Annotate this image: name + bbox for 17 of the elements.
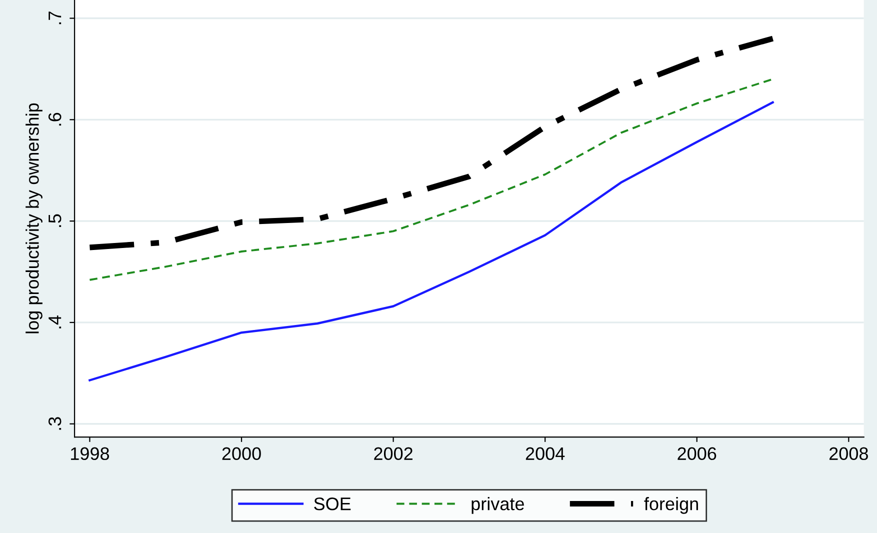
y-tick-label: .3: [48, 417, 62, 430]
legend-label: SOE: [314, 497, 351, 510]
x-tick-label: 2004: [526, 447, 565, 460]
y-tick-label: .7: [48, 12, 62, 24]
x-tick-label: 1998: [71, 447, 110, 460]
line-series: [88, 101, 774, 382]
legend-label: foreign: [644, 497, 698, 514]
line-series: [88, 78, 774, 281]
y-tick-label: .6: [48, 112, 62, 126]
y-axis-title: log productivity by ownership: [26, 103, 42, 334]
y-tick-label: .5: [48, 214, 62, 227]
x-tick-label: 2002: [374, 447, 412, 460]
x-tick-label: 2008: [829, 447, 868, 460]
x-tick-label: 2000: [222, 447, 261, 460]
legend-label: private: [472, 497, 524, 514]
x-tick-label: 2006: [678, 447, 716, 460]
y-tick-label: .4: [48, 315, 62, 328]
